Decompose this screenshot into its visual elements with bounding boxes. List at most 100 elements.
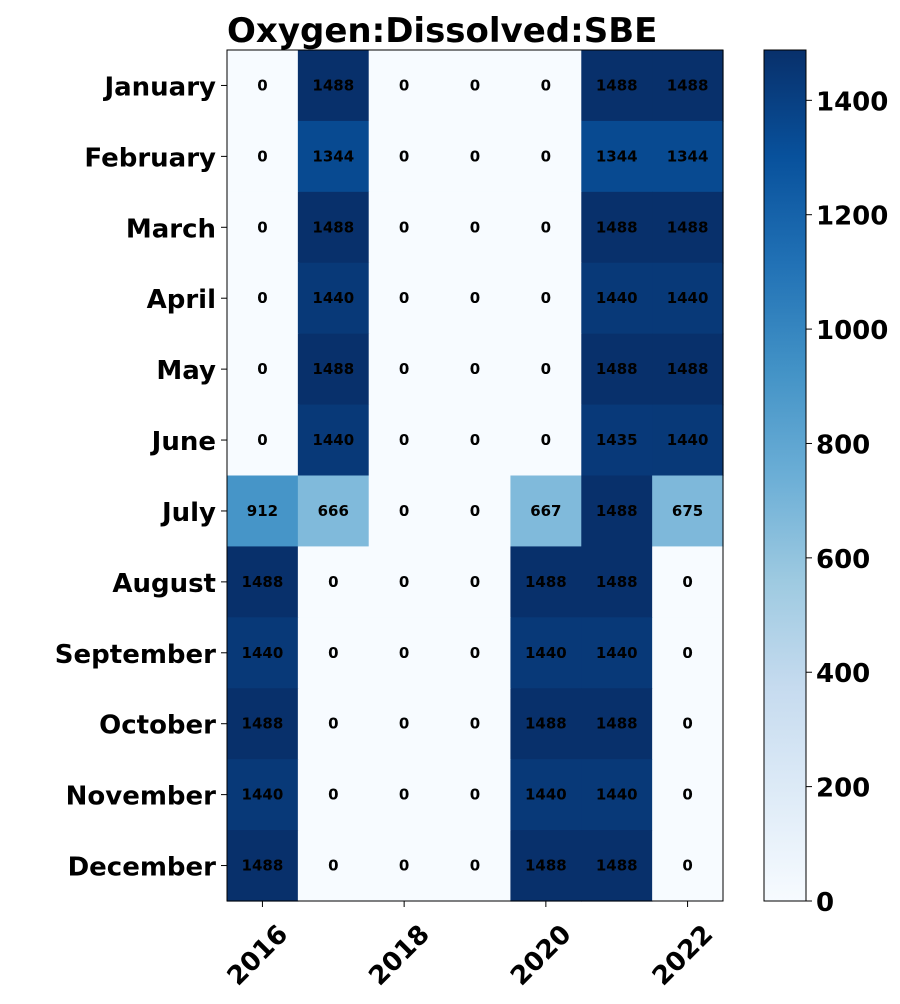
heatmap-cell xyxy=(510,404,582,477)
cell-value-label: 0 xyxy=(470,289,480,307)
heatmap-cell xyxy=(227,475,299,548)
colorbar: 0 200 400 600 800 1000 1200 1400 xyxy=(763,49,888,918)
heatmap-cell xyxy=(297,830,370,902)
heatmap-cell xyxy=(227,191,299,264)
heatmap-cell xyxy=(297,475,370,548)
heatmap-cell xyxy=(439,617,512,689)
cell-value-label: 0 xyxy=(470,502,480,520)
cell-value-label: 1440 xyxy=(596,289,638,307)
plot-frame xyxy=(226,49,724,902)
heatmap-cell xyxy=(439,120,512,193)
cell-value-label: 667 xyxy=(530,502,561,520)
cell-value-label: 0 xyxy=(399,786,409,804)
heatmap-cell xyxy=(297,617,370,689)
y-tick-label: October xyxy=(99,711,216,741)
cell-value-label: 0 xyxy=(328,857,338,875)
y-tick-label: June xyxy=(150,427,216,457)
heatmap-cell xyxy=(652,830,724,902)
heatmap-cell xyxy=(227,759,299,831)
cell-value-label: 1488 xyxy=(667,360,709,378)
heatmap-cell xyxy=(652,50,724,122)
heatmap-cell xyxy=(368,759,441,831)
cell-value-label: 0 xyxy=(399,502,409,520)
y-tick-label: August xyxy=(112,569,216,599)
heatmap-cell xyxy=(581,333,653,406)
cell-value-label: 0 xyxy=(470,360,480,378)
y-tick-label: April xyxy=(147,285,216,315)
cell-value-label: 0 xyxy=(470,644,480,662)
cell-value-label: 912 xyxy=(247,502,278,520)
y-tick-label: March xyxy=(126,214,216,244)
heatmap-cell xyxy=(581,759,653,831)
heatmap-cell xyxy=(652,475,724,548)
colorbar-tick-label: 800 xyxy=(816,430,870,460)
x-tick-label: 2018 xyxy=(363,919,435,991)
heatmap-labels: 0 1488 0 0 0 1488 1488 0 1344 0 0 0 1344 1344 0 1488 0 0 0… xyxy=(242,76,709,874)
heatmap-cell xyxy=(510,191,582,264)
heatmap-cell xyxy=(439,830,512,902)
cell-value-label: 1344 xyxy=(667,147,709,165)
cell-value-label: 1440 xyxy=(312,289,354,307)
cell-value-label: 1488 xyxy=(312,76,354,94)
heatmap-cell xyxy=(652,262,724,335)
cell-value-label: 0 xyxy=(682,573,692,591)
cell-value-label: 0 xyxy=(541,147,551,165)
heatmap-cell xyxy=(581,191,653,264)
heatmap-cell xyxy=(368,617,441,689)
heatmap-cell xyxy=(368,546,441,618)
heatmap-cell xyxy=(439,333,512,406)
cell-value-label: 1488 xyxy=(525,857,567,875)
cell-value-label: 1488 xyxy=(312,218,354,236)
cell-value-label: 0 xyxy=(328,786,338,804)
heatmap-cell xyxy=(297,191,370,264)
y-tick-label: January xyxy=(102,72,216,102)
y-tick-label: December xyxy=(68,853,217,883)
cell-value-label: 1440 xyxy=(525,786,567,804)
heatmap-cell xyxy=(227,830,299,902)
heatmap-cell xyxy=(581,262,653,335)
heatmap-cell xyxy=(439,191,512,264)
cell-value-label: 1344 xyxy=(596,147,638,165)
cell-value-label: 1488 xyxy=(596,76,638,94)
colorbar-gradient xyxy=(763,49,807,902)
cell-value-label: 1488 xyxy=(596,715,638,733)
heatmap-cell xyxy=(297,120,370,193)
cell-value-label: 0 xyxy=(257,289,267,307)
chart-title: Oxygen:Dissolved:SBE xyxy=(227,11,657,51)
x-tick-label: 2016 xyxy=(222,919,294,991)
cell-value-label: 0 xyxy=(399,857,409,875)
heatmap-cell xyxy=(368,50,441,122)
heatmap-cell xyxy=(227,120,299,193)
cell-value-label: 0 xyxy=(470,76,480,94)
y-tick-label: November xyxy=(66,782,217,812)
heatmap-cell xyxy=(297,759,370,831)
heatmap-cell xyxy=(581,404,653,477)
heatmap-cell xyxy=(368,404,441,477)
heatmap-cells xyxy=(227,50,724,902)
heatmap-cell xyxy=(227,688,299,760)
cell-value-label: 0 xyxy=(541,431,551,449)
cell-value-label: 1488 xyxy=(596,573,638,591)
heatmap-cell xyxy=(368,830,441,902)
cell-value-label: 0 xyxy=(399,431,409,449)
heatmap-cell xyxy=(227,546,299,618)
cell-value-label: 1488 xyxy=(596,218,638,236)
x-tick-label: 2022 xyxy=(647,919,719,991)
cell-value-label: 1488 xyxy=(525,573,567,591)
cell-value-label: 0 xyxy=(470,715,480,733)
y-tick-label: September xyxy=(55,640,216,670)
heatmap-cell xyxy=(581,546,653,618)
heatmap-cell xyxy=(368,333,441,406)
heatmap-cell xyxy=(510,617,582,689)
y-tick-label: May xyxy=(156,356,216,386)
cell-value-label: 0 xyxy=(682,857,692,875)
cell-value-label: 1488 xyxy=(242,573,284,591)
x-tick-label: 2020 xyxy=(505,919,577,991)
y-tick-label: February xyxy=(84,143,216,173)
heatmap-cell xyxy=(581,830,653,902)
cell-value-label: 1440 xyxy=(242,644,284,662)
colorbar-tick-label: 1400 xyxy=(816,87,888,117)
cell-value-label: 0 xyxy=(328,715,338,733)
y-tick-label: July xyxy=(160,498,216,528)
cell-value-label: 0 xyxy=(399,573,409,591)
